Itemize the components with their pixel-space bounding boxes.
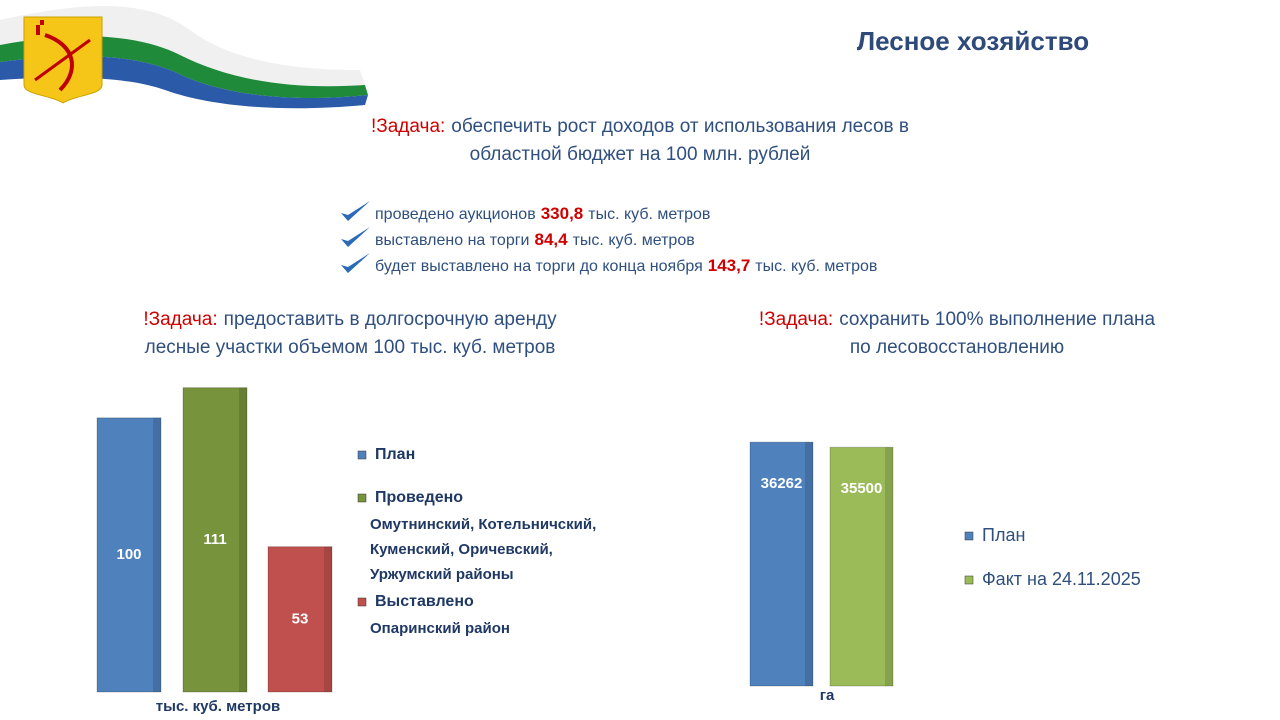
task-text: по лесовосстановлению [850, 337, 1064, 358]
legend-label: Выставлено [375, 593, 474, 610]
result-text: будет выставлено на торги до конца ноябр… [375, 258, 703, 275]
legend-note: Омутнинский, Котельничский, [370, 516, 596, 533]
task-text: обеспечить рост доходов от использования… [451, 116, 909, 137]
legend-swatch [964, 531, 974, 541]
task-text: сохранить 100% выполнение плана [839, 309, 1155, 330]
result-unit: тыс. куб. метров [755, 258, 877, 275]
check-mark [341, 201, 370, 221]
task-1: !Задача: обеспечить рост доходов от испол… [371, 116, 909, 137]
result-amount: 84,4 [535, 230, 569, 249]
legend-label: План [375, 446, 415, 463]
result-text: проведено аукционов [375, 206, 536, 223]
x-axis-label: тыс. куб. метров [156, 698, 280, 715]
data-label: 53 [292, 610, 309, 627]
result-amount: 330,8 [541, 204, 584, 223]
task-text: лесные участки объемом 100 тыс. куб. мет… [145, 337, 556, 358]
task-label: !Задача: [143, 309, 217, 330]
legend-note: Опаринский район [370, 620, 510, 637]
slide-title: Лесное хозяйство [857, 26, 1089, 56]
legend-swatch [964, 575, 974, 585]
legend-swatch [357, 450, 367, 460]
bar-shade [324, 546, 332, 692]
legend-note: Куменский, Оричевский, [370, 541, 553, 558]
legend-note: Уржумский районы [370, 566, 514, 583]
coat-arrow [34, 38, 91, 82]
result-item: проведено аукционов 330,8 тыс. куб. метров [375, 204, 710, 223]
legend-label: План [982, 525, 1025, 545]
bar-shade [805, 442, 813, 686]
bar-shade [239, 387, 247, 692]
task-3: !Задача: сохранить 100% выполнение плана [759, 309, 1156, 330]
task-2: !Задача: предоставить в долгосрочную арен… [143, 309, 557, 330]
data-label: 36262 [761, 475, 803, 492]
result-unit: тыс. куб. метров [573, 232, 695, 249]
data-label: 111 [203, 531, 226, 548]
bar [267, 546, 333, 693]
x-axis-label: га [820, 687, 835, 704]
result-text: выставлено на торги [375, 232, 530, 249]
bar-shade [153, 417, 161, 692]
bar [829, 446, 894, 687]
data-label: 100 [116, 546, 141, 563]
bar [182, 387, 248, 693]
check-mark [341, 253, 370, 273]
result-unit: тыс. куб. метров [588, 206, 710, 223]
bar [96, 417, 162, 693]
task-text: областной бюджет на 100 млн. рублей [470, 144, 811, 165]
coat-cross [30, 20, 44, 35]
legend-swatch [357, 493, 367, 503]
result-item: будет выставлено на торги до конца ноябр… [375, 256, 877, 275]
result-amount: 143,7 [708, 256, 751, 275]
task-text: предоставить в долгосрочную аренду [224, 309, 557, 330]
task-label: !Задача: [759, 309, 833, 330]
check-mark [341, 227, 370, 247]
task-label: !Задача: [371, 116, 445, 137]
bar [749, 441, 814, 687]
legend-swatch [357, 597, 367, 607]
data-label: 35500 [841, 480, 883, 497]
legend-label: Факт на 24.11.2025 [982, 569, 1141, 589]
bar-shade [885, 447, 893, 686]
coat-bow [44, 33, 74, 92]
result-item: выставлено на торги 84,4 тыс. куб. метров [375, 230, 695, 249]
legend-label: Проведено [375, 489, 463, 506]
